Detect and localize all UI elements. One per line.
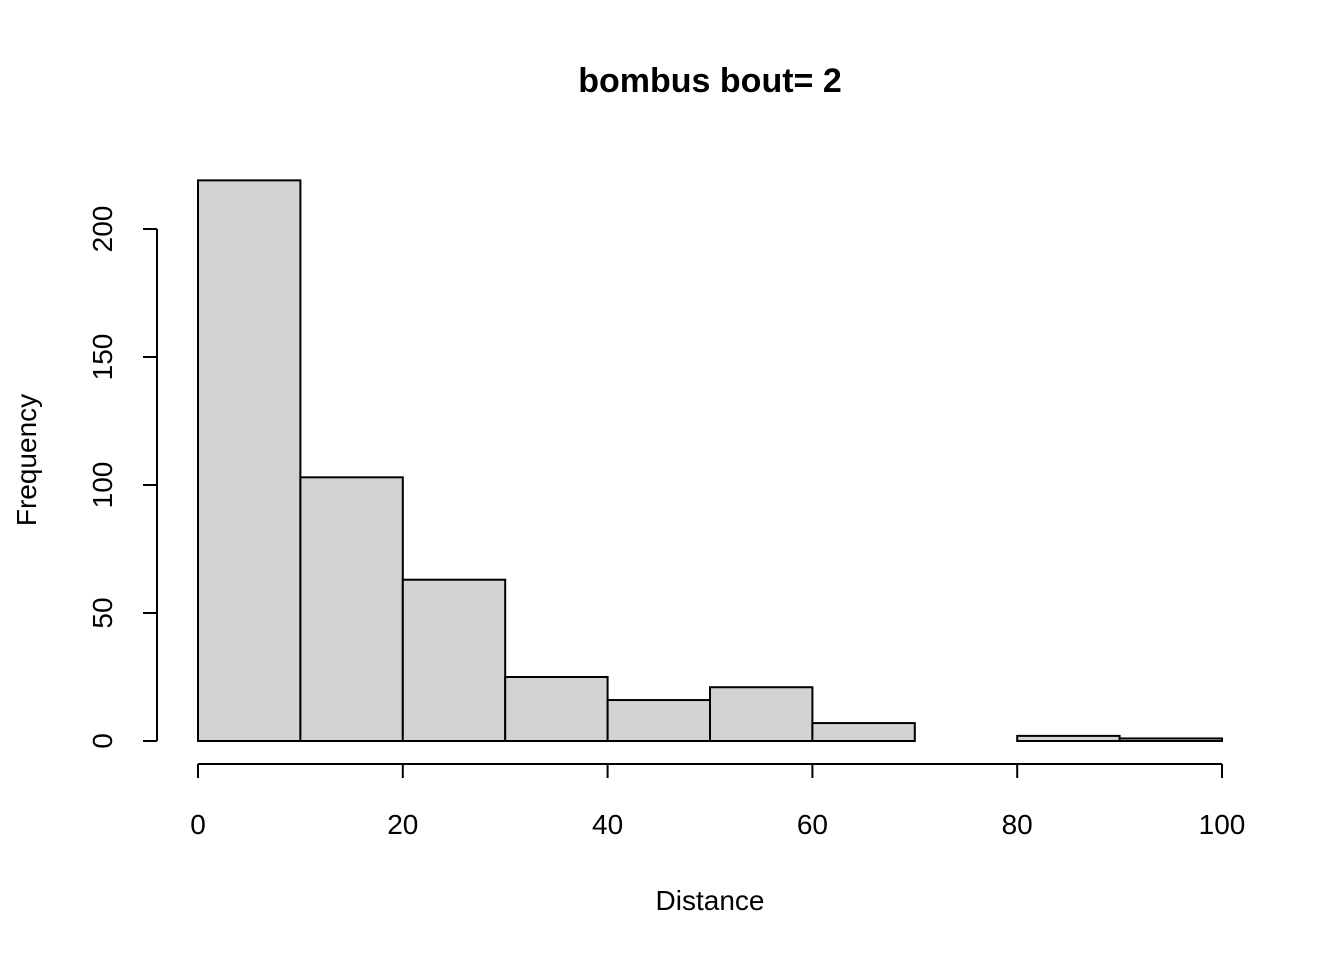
histogram-bar-2 xyxy=(299,476,404,742)
histogram-bar-1 xyxy=(197,179,302,743)
y-tick-label-200: 200 xyxy=(87,206,118,253)
bars-group xyxy=(197,179,1223,743)
histogram-bar-7 xyxy=(811,722,916,743)
x-axis-label: Distance xyxy=(656,885,765,916)
x-axis: 0 20 40 60 80 100 xyxy=(190,763,1246,840)
x-tick-label-20: 20 xyxy=(387,809,418,840)
histogram-bar-10 xyxy=(1118,737,1223,743)
x-tick-label-60: 60 xyxy=(797,809,828,840)
y-tick-label-50: 50 xyxy=(87,597,118,628)
y-tick-label-100: 100 xyxy=(87,462,118,509)
y-axis: 0 50 100 150 200 xyxy=(87,206,158,749)
y-axis-label: Frequency xyxy=(11,394,42,526)
y-tick-label-0: 0 xyxy=(87,733,118,749)
chart-title: bombus bout= 2 xyxy=(578,62,842,100)
x-tick-label-40: 40 xyxy=(592,809,623,840)
y-tick-label-150: 150 xyxy=(87,334,118,381)
histogram-bar-4 xyxy=(504,676,609,742)
histogram-bar-3 xyxy=(401,578,507,742)
histogram-bar-6 xyxy=(709,686,814,742)
histogram-bar-5 xyxy=(606,699,711,742)
x-tick-label-80: 80 xyxy=(1002,809,1033,840)
x-tick-label-0: 0 xyxy=(190,809,206,840)
x-tick-label-100: 100 xyxy=(1199,809,1246,840)
histogram-bar-9 xyxy=(1016,734,1121,743)
